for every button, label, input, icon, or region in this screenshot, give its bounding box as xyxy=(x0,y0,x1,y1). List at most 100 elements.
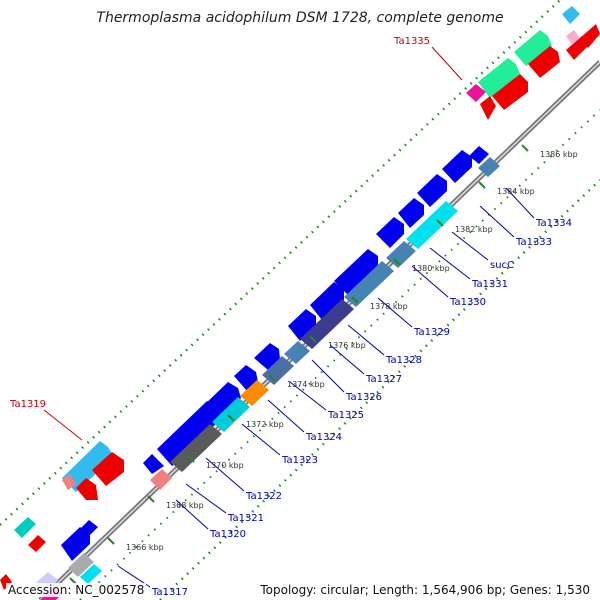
gene-leader-line xyxy=(411,265,449,298)
gene-label[interactable]: Ta1335 xyxy=(393,36,430,47)
ruler-tick xyxy=(436,219,444,227)
gene-leader-line xyxy=(451,231,489,261)
mid-tick-track xyxy=(79,109,600,600)
forward-strand-features xyxy=(61,146,489,561)
ruler-label: 1378 kbp xyxy=(370,302,408,311)
cds-feature xyxy=(566,36,588,60)
ruler-tick xyxy=(478,181,486,189)
gene-label[interactable]: Ta1319 xyxy=(9,399,46,410)
cds-feature xyxy=(478,157,500,177)
gene-label[interactable]: Ta1333 xyxy=(515,237,552,248)
ruler-label: 1372 kbp xyxy=(246,420,284,429)
gene-label[interactable]: Ta1329 xyxy=(413,327,450,338)
cds-feature xyxy=(480,96,496,120)
cds-feature xyxy=(478,58,520,98)
ruler-tick xyxy=(521,144,529,152)
gene-label[interactable]: Ta1326 xyxy=(345,392,382,403)
reverse-strand-features xyxy=(68,157,500,584)
gene-label[interactable]: Ta1322 xyxy=(245,491,282,502)
cds-feature xyxy=(81,520,98,535)
gene-label[interactable]: Ta1321 xyxy=(227,513,264,524)
gene-label[interactable]: sucC xyxy=(490,260,514,271)
ruler-label: 1374 kbp xyxy=(287,380,325,389)
cds-feature xyxy=(406,201,458,249)
cds-feature xyxy=(62,474,76,490)
gene-label[interactable]: Ta1331 xyxy=(471,279,508,290)
cds-feature xyxy=(566,30,580,44)
cds-feature xyxy=(514,30,552,66)
cds-feature xyxy=(466,84,486,102)
cds-feature xyxy=(288,309,316,341)
gene-leader-line xyxy=(505,187,535,219)
gene-label[interactable]: Ta1328 xyxy=(385,355,422,366)
ruler-tick xyxy=(187,455,195,463)
cds-feature xyxy=(300,299,354,349)
ruler-label: 1366 kbp xyxy=(126,543,164,552)
cds-feature xyxy=(398,198,424,228)
gene-label[interactable]: Ta1334 xyxy=(535,218,572,229)
gene-label[interactable]: Ta1320 xyxy=(209,529,246,540)
map-title: Thermoplasma acidophilum DSM 1728, compl… xyxy=(96,10,503,26)
gene-label[interactable]: Ta1325 xyxy=(327,410,364,421)
cds-feature xyxy=(262,356,294,385)
gene-leader-line xyxy=(377,297,413,328)
cds-feature xyxy=(61,527,90,561)
gene-leader-line xyxy=(431,46,463,81)
cds-feature xyxy=(92,452,124,486)
cds-feature xyxy=(76,478,98,500)
ruler-tick xyxy=(351,296,359,304)
cds-feature xyxy=(28,535,46,552)
gene-label[interactable]: Ta1327 xyxy=(365,374,402,385)
ruler-tick xyxy=(268,374,276,382)
gene-leader-line xyxy=(311,359,345,393)
cds-feature xyxy=(150,469,172,490)
gene-leader-line xyxy=(205,457,245,492)
gene-leader-line xyxy=(479,205,515,238)
cds-feature xyxy=(157,401,222,466)
topology-text: Topology: circular; Length: 1,564,906 bp… xyxy=(258,583,592,597)
cds-feature xyxy=(528,46,560,78)
gene-label[interactable]: Ta1324 xyxy=(305,432,342,443)
ruler-tick xyxy=(227,414,235,422)
gene-label[interactable]: Ta1317 xyxy=(151,587,188,598)
gene-label[interactable]: Ta1323 xyxy=(281,455,318,466)
gene-leader-line xyxy=(329,344,365,375)
cds-feature xyxy=(143,454,164,474)
cds-feature xyxy=(254,343,280,370)
cds-feature xyxy=(240,380,269,406)
cds-feature xyxy=(344,261,394,307)
ruler-tick xyxy=(393,258,401,266)
ruler-tick xyxy=(309,335,317,343)
cds-feature xyxy=(202,382,241,422)
ruler-label: 1382 kbp xyxy=(455,225,493,234)
gene-label[interactable]: Ta1330 xyxy=(449,297,486,308)
cds-feature xyxy=(68,553,94,577)
cds-feature xyxy=(492,74,528,110)
ruler-label: 1384 kbp xyxy=(497,187,535,196)
cds-feature xyxy=(469,146,489,164)
cds-feature xyxy=(376,217,404,248)
ruler-label: 1386 kbp xyxy=(540,150,578,159)
outer-tick-track xyxy=(0,0,561,526)
gene-leader-line xyxy=(429,247,471,280)
ruler-label: 1376 kbp xyxy=(328,341,366,350)
gene-leader-line xyxy=(43,409,83,441)
ruler-label: 1368 kbp xyxy=(166,501,204,510)
gene-leader-line xyxy=(267,399,305,433)
cds-feature xyxy=(0,574,12,590)
cds-feature xyxy=(562,6,580,24)
cds-feature xyxy=(417,174,447,207)
ruler-tick xyxy=(107,537,115,545)
accession-text: Accession: NC_002578 xyxy=(6,583,147,597)
gene-leader-line xyxy=(185,483,227,514)
gene-leader-line xyxy=(347,324,385,356)
cds-feature xyxy=(62,441,114,492)
gene-leader-line xyxy=(241,423,281,456)
cds-feature xyxy=(212,397,250,432)
ruler-label: 1380 kbp xyxy=(412,264,450,273)
cds-feature xyxy=(80,564,102,584)
ruler-tick xyxy=(147,495,155,503)
ruler-label: 1370 kbp xyxy=(206,461,244,470)
